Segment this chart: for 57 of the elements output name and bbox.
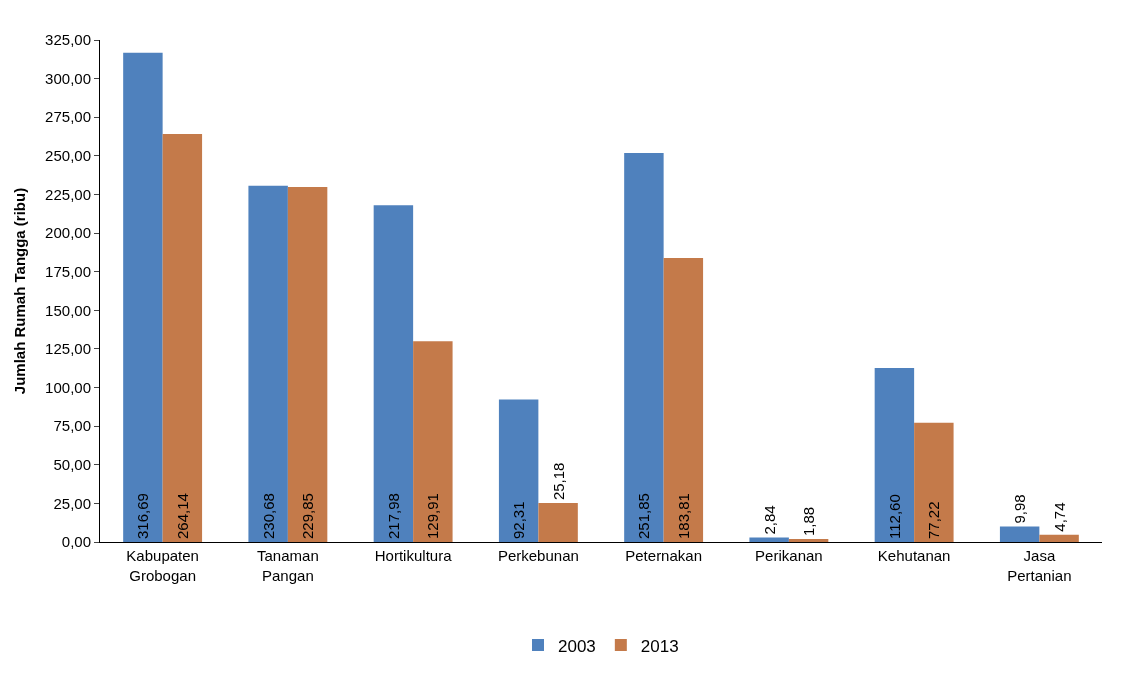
y-axis-title: Jumlah Rumah Tangga (ribu) — [11, 187, 29, 395]
bar — [413, 341, 453, 542]
bar — [788, 539, 829, 542]
legend-label: 2013 — [640, 636, 679, 656]
y-tick-label: 0,00 — [61, 533, 91, 551]
y-tick-label: 175,00 — [45, 262, 91, 280]
data-label: 77,22 — [925, 501, 943, 539]
data-label: 251,85 — [635, 493, 653, 539]
data-label: 112,60 — [885, 494, 903, 539]
data-label: 230,68 — [259, 493, 277, 539]
data-label: 129,91 — [424, 493, 442, 539]
data-label: 316,69 — [134, 493, 152, 539]
y-tick-label: 300,00 — [45, 69, 91, 87]
bar — [663, 258, 704, 542]
y-tick-label: 25,00 — [53, 494, 91, 512]
x-tick-label: Hortikultura — [374, 547, 453, 564]
x-tick-label: Peternakan — [625, 547, 702, 564]
y-tick-label: 150,00 — [45, 301, 91, 319]
y-tick-label: 250,00 — [45, 147, 91, 165]
data-label: 229,85 — [299, 493, 317, 539]
y-tick-label: 50,00 — [53, 456, 91, 474]
y-tick-label: 75,00 — [53, 417, 91, 435]
y-tick-label: 100,00 — [45, 378, 91, 396]
bar — [287, 186, 328, 542]
data-label: 4,74 — [1050, 502, 1068, 532]
data-label: 25,18 — [549, 462, 567, 501]
bar — [248, 185, 288, 542]
y-tick-label: 200,00 — [45, 224, 91, 242]
bar — [749, 537, 789, 542]
y-tick-label: 275,00 — [45, 108, 91, 126]
data-label: 92,31 — [510, 501, 528, 539]
bar — [999, 526, 1040, 542]
data-label: 9,98 — [1011, 494, 1029, 524]
data-label: 1,88 — [800, 506, 818, 537]
bar — [624, 152, 664, 542]
bar — [373, 205, 414, 542]
x-tick-label: Tanaman Pangan — [257, 547, 319, 584]
y-tick-label: 225,00 — [45, 185, 91, 203]
data-label: 217,98 — [384, 493, 402, 539]
x-tick-label: Perikanan — [755, 547, 823, 564]
bar — [162, 134, 203, 542]
bar — [1039, 534, 1079, 542]
x-tick-label: Jasa Pertanian — [1007, 547, 1072, 584]
y-tick-label: 125,00 — [45, 340, 91, 358]
bar — [498, 399, 539, 542]
data-label: 183,81 — [674, 493, 692, 539]
bar — [538, 503, 578, 542]
bar — [874, 368, 915, 542]
x-tick-label: Kabupaten Grobogan — [126, 547, 199, 584]
y-tick-label: 325,00 — [45, 31, 91, 49]
x-tick-label: Kehutanan — [877, 547, 951, 564]
data-label: 264,14 — [173, 493, 191, 539]
legend-label: 2003 — [558, 636, 596, 656]
bar — [123, 52, 163, 542]
bar — [914, 422, 954, 542]
x-tick-label: Perkebunan — [497, 547, 579, 564]
data-label: 2,84 — [760, 505, 778, 535]
